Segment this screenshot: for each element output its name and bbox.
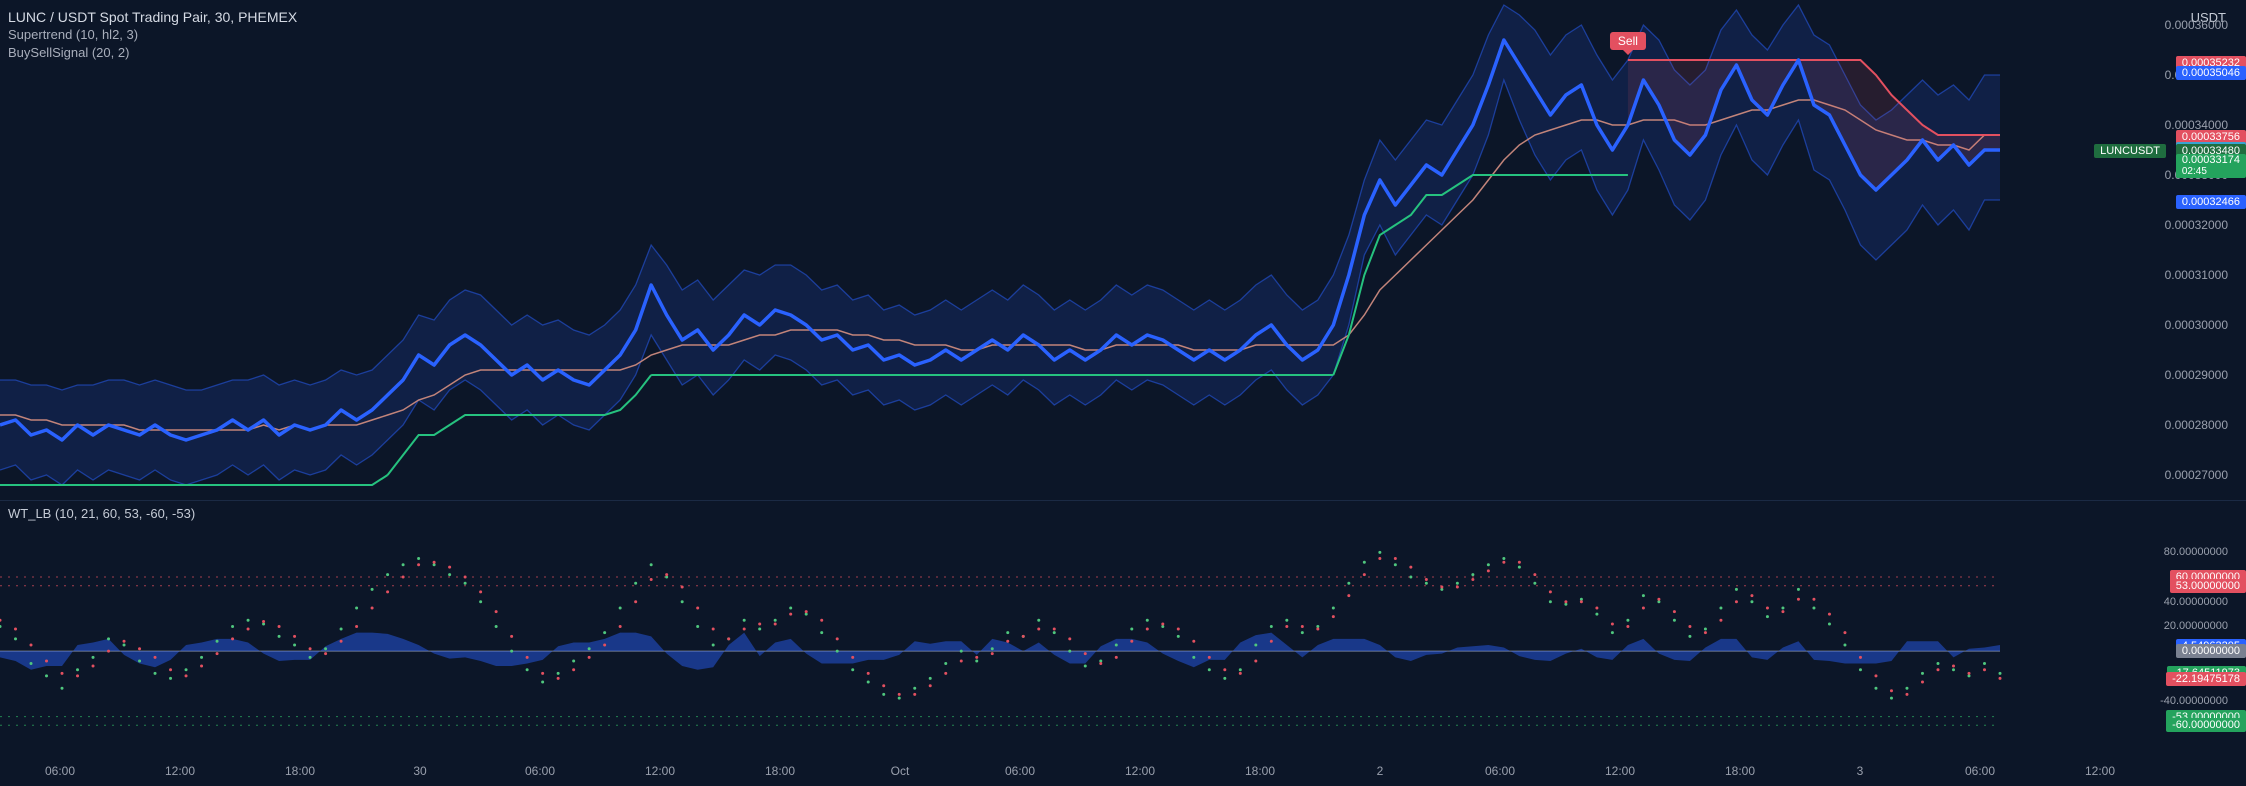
price-tag: 0.00032466 (2176, 195, 2246, 209)
price-tick: 0.00036000 (2165, 18, 2228, 32)
indicator-row-0: Supertrend (10, hl2, 3) (8, 26, 297, 44)
oscillator-tick: -22.19475178 (2166, 672, 2246, 686)
time-tick: 18:00 (1725, 764, 1755, 778)
time-tick: 18:00 (765, 764, 795, 778)
price-tag: 0.00035046 (2176, 66, 2246, 80)
oscillator-tick: 80.00000000 (2164, 546, 2228, 558)
price-tick: 0.00029000 (2165, 368, 2228, 382)
time-tick: 06:00 (1485, 764, 1515, 778)
price-tick: 0.00030000 (2165, 318, 2228, 332)
pane-divider[interactable] (0, 500, 2246, 501)
time-tick: 12:00 (1125, 764, 1155, 778)
indicator-row-1: BuySellSignal (20, 2) (8, 44, 297, 62)
oscillator-tick: -60.00000000 (2166, 718, 2246, 732)
time-tick: 06:00 (1965, 764, 1995, 778)
oscillator-axis: 80.0000000060.0000000053.0000000040.0000… (2131, 540, 2246, 750)
time-tick: 12:00 (645, 764, 675, 778)
price-tick: 0.00031000 (2165, 268, 2228, 282)
price-tick: 0.00032000 (2165, 218, 2228, 232)
time-tick: 12:00 (1605, 764, 1635, 778)
time-tick: 18:00 (1245, 764, 1275, 778)
symbol-tag: LUNCUSDT (2094, 144, 2166, 158)
time-tick: 06:00 (45, 764, 75, 778)
oscillator-tick: 0.00000000 (2176, 644, 2246, 658)
oscillator-tick: -40.00000000 (2160, 695, 2228, 707)
price-axis: 0.00027000 0.00028000 0.00029000 0.00030000… (2131, 0, 2246, 500)
time-tick: 06:00 (1005, 764, 1035, 778)
oscillator-label: WT_LB (10, 21, 60, 53, -60, -53) (8, 506, 195, 521)
time-tick: 3 (1857, 764, 1864, 778)
oscillator-tick: 53.00000000 (2170, 579, 2246, 593)
chart-header: LUNC / USDT Spot Trading Pair, 30, PHEME… (8, 8, 297, 62)
price-tag: 0.0003317402:45 (2176, 154, 2246, 178)
price-tick: 0.00027000 (2165, 468, 2228, 482)
symbol-title: LUNC / USDT Spot Trading Pair, 30, PHEME… (8, 8, 297, 26)
sell-signal-badge: Sell (1610, 32, 1646, 50)
time-tick: Oct (891, 764, 910, 778)
time-tick: 18:00 (285, 764, 315, 778)
main-price-chart[interactable] (0, 0, 2130, 500)
time-axis: 06:00 12:00 18:00 30 06:00 12:00 18:00 Oct 06:00… (0, 756, 2130, 786)
oscillator-tick: 40.00000000 (2164, 596, 2228, 608)
time-tick: 12:00 (165, 764, 195, 778)
time-tick: 2 (1377, 764, 1384, 778)
time-tick: 12:00 (2085, 764, 2115, 778)
oscillator-chart[interactable] (0, 540, 2130, 750)
time-tick: 06:00 (525, 764, 555, 778)
time-tick: 30 (413, 764, 426, 778)
oscillator-tick: 20.00000000 (2164, 620, 2228, 632)
price-tick: 0.00028000 (2165, 418, 2228, 432)
